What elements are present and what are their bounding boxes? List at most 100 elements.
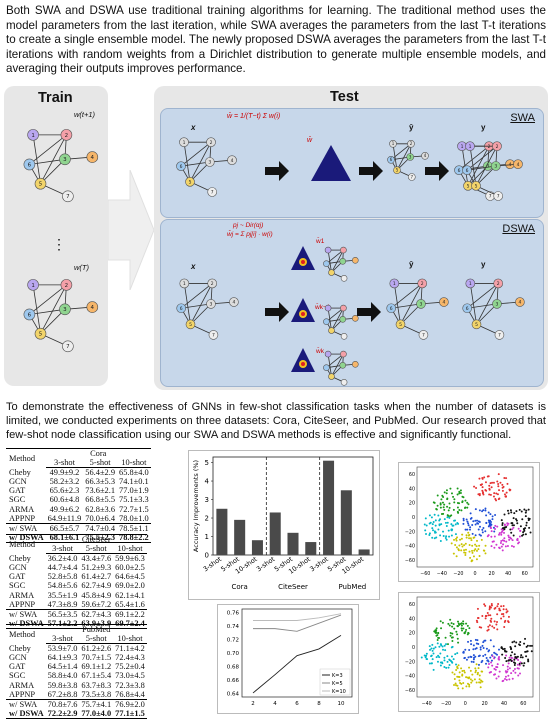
graph-node [324, 246, 332, 254]
scatter-point [435, 507, 438, 510]
scatter-point [436, 634, 439, 637]
graph-node [352, 314, 359, 322]
scatter-point [503, 513, 506, 516]
table-cell: 64.5±1.4 [47, 662, 78, 672]
scatter-point [437, 528, 440, 531]
y-tick-label: 60 [409, 472, 415, 478]
scatter-point [434, 519, 437, 522]
scatter-point [475, 558, 478, 561]
scatter-point [466, 506, 469, 509]
graph-edge [326, 249, 344, 264]
scatter-point [485, 647, 488, 650]
scatter-point [453, 538, 456, 541]
graph-node [462, 165, 472, 176]
table-cell: 72.4±4.3 [115, 653, 145, 663]
table-cell: 59.9±6.3 [115, 554, 145, 564]
scatter-point [487, 525, 490, 528]
scatter-point [496, 628, 499, 631]
scatter-point [461, 533, 464, 536]
arrow-icon [359, 161, 383, 181]
scatter-point [443, 659, 446, 662]
table-row: Method Cora [6, 447, 151, 468]
scatter-point [446, 643, 449, 646]
scatter-point [518, 535, 521, 538]
bar [234, 519, 246, 555]
scatter-point [515, 519, 518, 522]
scatter-point [468, 544, 471, 547]
scatter-point [496, 605, 499, 608]
scatter-point [476, 621, 479, 624]
graph-node [27, 129, 39, 141]
scatter-point [431, 649, 434, 652]
y-tick-label: −20 [405, 529, 415, 535]
scatter-point [431, 658, 434, 661]
table-row: GAT 52.8±5.8 61.4±2.7 64.6±4.5 [6, 572, 147, 581]
graph-node [339, 257, 347, 265]
scatter-point [425, 532, 428, 535]
scatter-point [525, 650, 528, 653]
scatter-point [516, 667, 519, 670]
scatter-point [448, 516, 451, 519]
table-cell: 35.5±1.9 [47, 590, 78, 600]
scatter-point [459, 489, 462, 492]
scatter-point [484, 530, 487, 533]
scatter-point [443, 518, 446, 521]
scatter-point [500, 519, 503, 522]
scatter-point [428, 534, 431, 537]
scatter-point [506, 482, 509, 485]
scatter-point [479, 483, 482, 486]
scatter-point [468, 649, 471, 652]
y-tick-label: 60 [409, 602, 415, 608]
graph-node [407, 139, 415, 148]
graph-edge [180, 161, 210, 167]
scatter-point [470, 660, 473, 663]
graph-node [62, 340, 74, 353]
scatter-point [502, 679, 505, 682]
scatter-point [487, 666, 490, 669]
tsne-plot-1: −60 −40 −20 0 20 40 60 60 40 20 0 −20 −40 −60 [398, 462, 540, 582]
table-cell: GCN [9, 653, 27, 663]
scatter-point [432, 501, 435, 504]
scatter-point [448, 535, 451, 538]
graph-node-label: 2 [210, 140, 213, 146]
scatter-point [477, 528, 480, 531]
scatter-point [442, 495, 445, 498]
scatter-point [440, 627, 443, 630]
scatter-point [479, 648, 482, 651]
scatter-point [463, 506, 466, 509]
scatter-point [497, 675, 500, 678]
scatter-point [442, 506, 445, 509]
graph-node [493, 278, 504, 289]
scatter-point [459, 492, 462, 495]
x-tick-label: 60 [522, 571, 528, 577]
table-row: Cheby 36.2±4.0 43.4±7.6 59.9±6.3 [6, 554, 147, 564]
scatter-point [466, 528, 469, 531]
scatter-point [446, 521, 449, 524]
y-tick-label: 2 [205, 515, 209, 523]
scatter-point [457, 641, 460, 644]
scatter-point [498, 546, 501, 549]
scatter-point [456, 625, 459, 628]
table-cell: 10-shot [117, 458, 151, 469]
scatter-point [447, 529, 450, 532]
scatter-point [512, 669, 515, 672]
graph-node [416, 299, 426, 309]
scatter-point [525, 521, 528, 524]
scatter-point [428, 514, 431, 517]
scatter-point [503, 539, 506, 542]
scatter-point [490, 620, 493, 623]
scatter-point [445, 535, 448, 538]
scatter-point [481, 680, 484, 683]
graph-node [328, 327, 335, 334]
graph-edge [400, 283, 423, 325]
table-row: w/ SWA 70.8±7.6 75.7±4.1 76.9±2.0 [6, 698, 147, 709]
scatter-point [492, 481, 495, 484]
scatter-point [442, 648, 445, 651]
scatter-point [501, 653, 504, 656]
table-row: APPNP 47.3±8.9 59.6±7.2 65.4±1.6 [6, 600, 147, 610]
table-row: Method CiteSeer [6, 533, 147, 554]
graph-node-label: 7 [411, 174, 414, 179]
x-tick-label: 40 [505, 571, 511, 577]
scatter-point [485, 656, 488, 659]
scatter-point [462, 682, 465, 685]
